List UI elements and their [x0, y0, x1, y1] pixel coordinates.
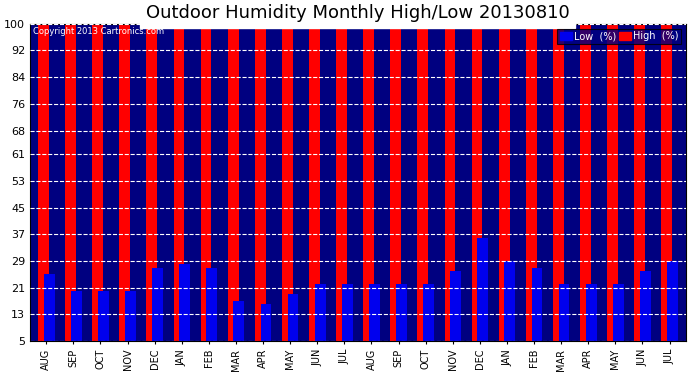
Bar: [315, 284, 326, 341]
Bar: [342, 284, 353, 341]
Bar: [336, 24, 347, 341]
Bar: [396, 284, 407, 341]
Bar: [233, 301, 244, 341]
Bar: [152, 268, 163, 341]
Bar: [369, 284, 380, 341]
Bar: [450, 271, 461, 341]
Bar: [613, 284, 624, 341]
Bar: [531, 268, 542, 341]
Bar: [499, 24, 509, 341]
Bar: [363, 24, 374, 341]
Bar: [640, 271, 651, 341]
Bar: [38, 24, 49, 341]
Bar: [444, 24, 455, 341]
Bar: [586, 284, 597, 341]
Bar: [288, 294, 299, 341]
Bar: [125, 291, 136, 341]
Bar: [607, 24, 618, 341]
Bar: [119, 24, 130, 341]
Bar: [146, 24, 157, 341]
Bar: [98, 291, 109, 341]
Bar: [228, 24, 239, 341]
Bar: [559, 284, 569, 341]
Bar: [391, 24, 401, 341]
Bar: [553, 24, 564, 341]
Bar: [309, 24, 320, 341]
Bar: [661, 24, 672, 341]
Legend: Low  (%), High  (%): Low (%), High (%): [558, 28, 681, 44]
Text: Copyright 2013 Cartronics.com: Copyright 2013 Cartronics.com: [33, 27, 164, 36]
Title: Outdoor Humidity Monthly High/Low 20130810: Outdoor Humidity Monthly High/Low 201308…: [146, 4, 570, 22]
Bar: [65, 24, 76, 341]
Bar: [92, 24, 103, 341]
Bar: [667, 261, 678, 341]
Bar: [206, 268, 217, 341]
Bar: [423, 284, 434, 341]
Bar: [580, 24, 591, 341]
Bar: [261, 304, 271, 341]
Bar: [471, 24, 482, 341]
Bar: [71, 291, 81, 341]
Bar: [173, 24, 184, 341]
Bar: [255, 24, 266, 341]
Bar: [43, 274, 55, 341]
Bar: [179, 264, 190, 341]
Bar: [526, 24, 537, 341]
Bar: [634, 24, 645, 341]
Bar: [201, 24, 211, 341]
Bar: [417, 24, 428, 341]
Bar: [504, 261, 515, 341]
Bar: [282, 24, 293, 341]
Bar: [477, 238, 488, 341]
